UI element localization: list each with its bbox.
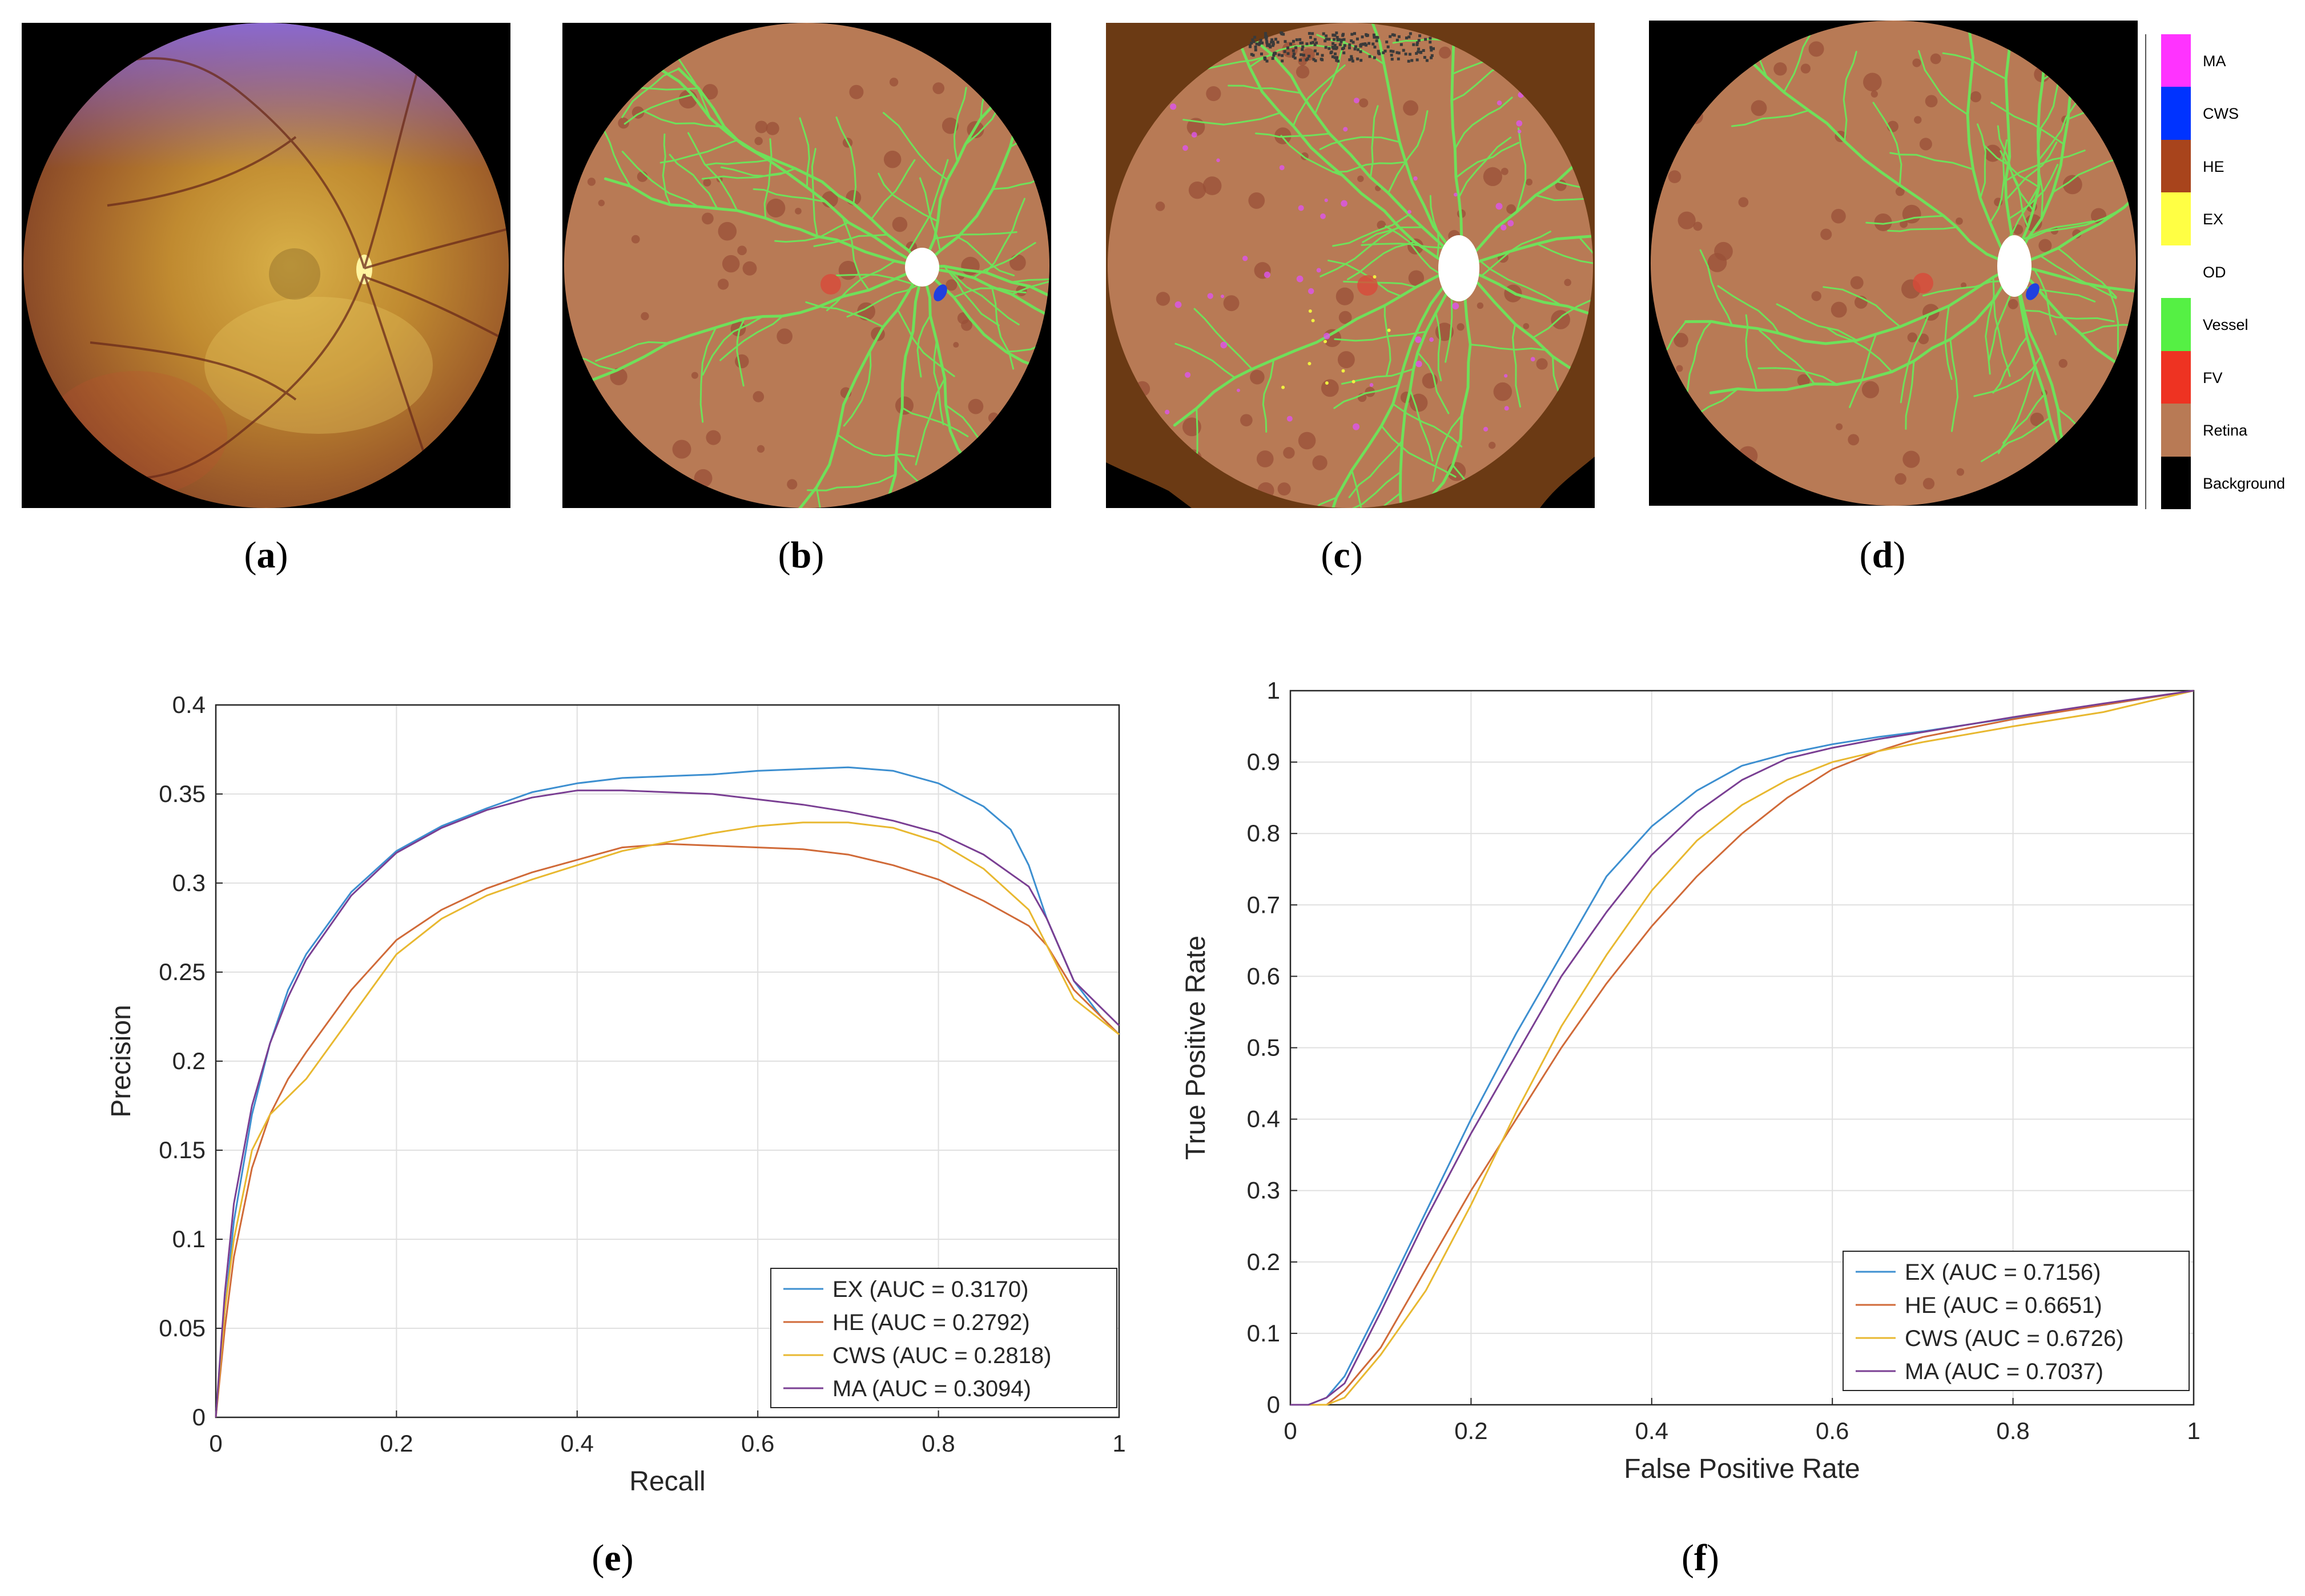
chart-roc-ytick-label: 0.9: [1247, 748, 1280, 775]
chart-roc-xtick-label: 0.4: [1635, 1417, 1668, 1444]
chart-roc-xtick-label: 0: [1284, 1417, 1297, 1444]
legend-label-he: HE: [2203, 158, 2224, 175]
chart-pr-legend-entry: CWS (AUC = 0.2818): [832, 1343, 1051, 1368]
chart-pr-ytick-label: 0.1: [172, 1226, 206, 1252]
chart-pr-xtick-label: 0.4: [561, 1430, 594, 1457]
legend-ticks: [2145, 34, 2146, 509]
chart-roc-legend-entry: HE (AUC = 0.6651): [1905, 1293, 2102, 1318]
caption-d: (d): [1859, 534, 1906, 576]
chart-roc-ylabel: True Positive Rate: [1181, 936, 1211, 1160]
chart-pr-ytick-label: 0.3: [172, 869, 206, 896]
chart-pr-xtick-label: 0: [209, 1430, 222, 1457]
chart-pr-ytick-label: 0.05: [159, 1315, 206, 1341]
chart-roc-legend: [1843, 1251, 2190, 1391]
chart-pr-series-line-1: [215, 843, 1120, 1418]
chart-pr: 0 0.2 0.4 0.6 0.8 1 0 0.05 0.1 0.15 0.2 0.25 0.3 0.35…: [106, 691, 1126, 1497]
chart-pr-xlabel: Recall: [629, 1466, 705, 1497]
chart-roc-series-line-2: [1290, 690, 2194, 1406]
chart-pr-series-line-0: [215, 766, 1120, 1418]
chart-roc-ytick-label: 0.4: [1247, 1106, 1280, 1132]
legend-label-cws: CWS: [2203, 105, 2239, 123]
chart-pr-xtick-label: 0.2: [380, 1430, 413, 1457]
class-color-legend: [2161, 34, 2191, 509]
chart-pr-ytick-label: 0: [192, 1404, 206, 1430]
legend-swatch-ma: [2161, 34, 2191, 87]
segmentation-image-b: [562, 23, 1051, 508]
legend-label-fv: FV: [2203, 369, 2223, 386]
chart-roc-series-line-0: [1290, 690, 2194, 1406]
chart-roc-ytick-label: 1: [1267, 677, 1280, 704]
chart-pr-ytick-label: 0.35: [159, 780, 206, 807]
legend-swatch-cws: [2161, 87, 2191, 140]
legend-label-ex: EX: [2203, 211, 2224, 228]
chart-pr-ytick-label: 0.15: [159, 1136, 206, 1163]
legend-label-od: OD: [2203, 263, 2226, 281]
legend-label-vessel: Vessel: [2203, 316, 2248, 334]
segmentation-image-d: [1649, 21, 2138, 506]
chart-pr-ytick-label: 0.4: [172, 691, 206, 718]
chart-roc-ytick-label: 0: [1267, 1391, 1280, 1418]
chart-roc-ytick-label: 0.7: [1247, 891, 1280, 918]
chart-roc-legend-entry: MA (AUC = 0.7037): [1905, 1359, 2103, 1384]
caption-a: (a): [244, 534, 288, 576]
caption-e: (e): [592, 1537, 634, 1579]
legend-swatch-retina: [2161, 404, 2191, 457]
chart-roc-ytick-label: 0.5: [1247, 1034, 1280, 1061]
chart-roc-xlabel: False Positive Rate: [1624, 1454, 1860, 1484]
chart-pr-ytick-label: 0.2: [172, 1047, 206, 1074]
legend-label-retina: Retina: [2203, 422, 2248, 440]
chart-pr-legend-entry: HE (AUC = 0.2792): [832, 1310, 1030, 1335]
legend-swatch-he: [2161, 139, 2191, 193]
fundus-image-a: [22, 23, 510, 508]
legend-label-background: Background: [2203, 474, 2286, 492]
legend-label-ma: MA: [2203, 53, 2226, 70]
chart-pr-series-line-2: [215, 821, 1120, 1418]
chart-pr-xtick-label: 1: [1112, 1430, 1125, 1457]
chart-roc-ytick-label: 0.2: [1247, 1248, 1280, 1275]
chart-roc-ytick-label: 0.8: [1247, 820, 1280, 847]
segmentation-image-c: [1106, 23, 1595, 508]
chart-pr-series-line-3: [215, 789, 1120, 1418]
caption-c: (c): [1321, 534, 1363, 576]
chart-roc-series-line-3: [1290, 690, 2194, 1406]
caption-f: (f): [1682, 1537, 1719, 1579]
chart-pr-legend: [770, 1268, 1117, 1408]
chart-roc: 0 0.2 0.4 0.6 0.8 1 0 0.1 0.2 0.3 0.4 0.5 0.6 0.7 0.8 0…: [1181, 677, 2201, 1484]
chart-roc-xtick-label: 0.6: [1816, 1417, 1849, 1444]
chart-roc-ytick-label: 0.1: [1247, 1320, 1280, 1347]
chart-roc-xtick-label: 1: [2187, 1417, 2200, 1444]
legend-swatch-fv: [2161, 350, 2191, 404]
chart-roc-axes-box: [1289, 690, 2195, 1406]
chart-roc-legend-entry: CWS (AUC = 0.6726): [1905, 1326, 2123, 1351]
chart-roc-xtick-label: 0.8: [1996, 1417, 2029, 1444]
chart-roc-ytick-label: 0.3: [1247, 1177, 1280, 1204]
chart-pr-ylabel: Precision: [106, 1005, 136, 1117]
legend-swatch-od: [2161, 245, 2191, 299]
chart-pr-ytick-label: 0.25: [159, 958, 206, 985]
chart-roc-xtick-label: 0.2: [1454, 1417, 1487, 1444]
chart-pr-xtick-label: 0.6: [741, 1430, 774, 1457]
legend-swatch-vessel: [2161, 298, 2191, 351]
chart-roc-series-line-1: [1290, 690, 2194, 1406]
chart-roc-legend-entry: EX (AUC = 0.7156): [1905, 1260, 2101, 1285]
legend-swatch-background: [2161, 456, 2191, 509]
chart-pr-axes-box: [215, 704, 1120, 1418]
chart-pr-xtick-label: 0.8: [922, 1430, 955, 1457]
chart-roc-ytick-label: 0.6: [1247, 962, 1280, 989]
legend-swatch-ex: [2161, 192, 2191, 245]
chart-pr-legend-entry: MA (AUC = 0.3094): [832, 1376, 1031, 1401]
caption-b: (b): [778, 534, 824, 576]
chart-pr-legend-entry: EX (AUC = 0.3170): [832, 1277, 1029, 1302]
